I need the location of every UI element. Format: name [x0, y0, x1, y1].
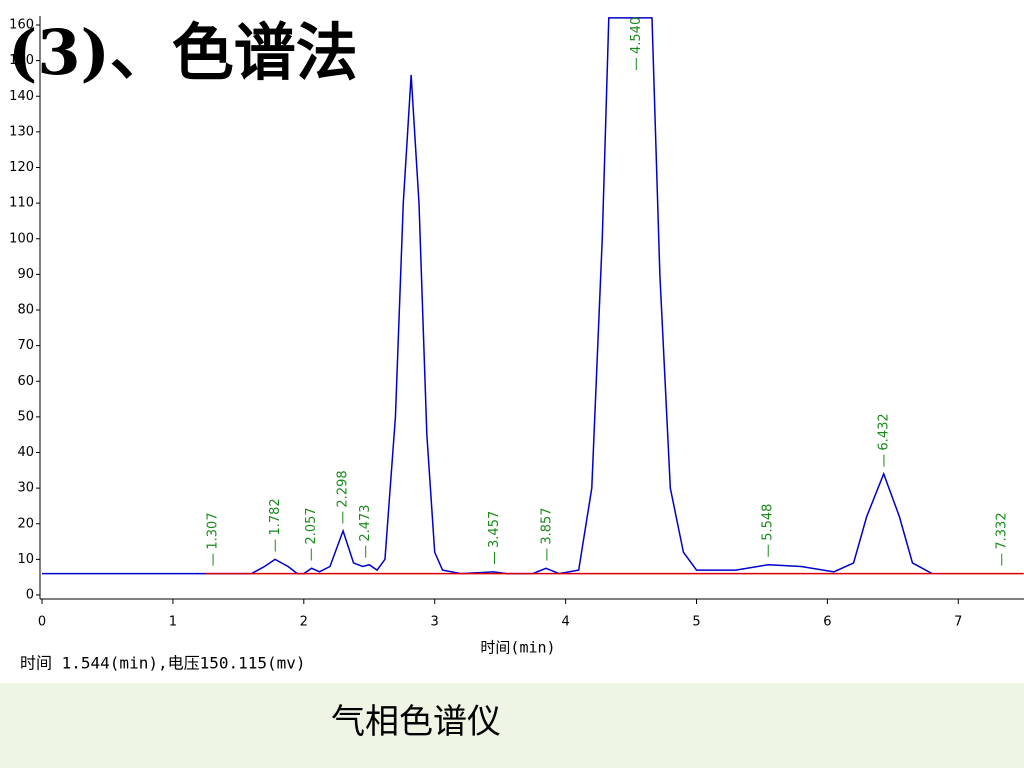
y-tick-label: 10 — [17, 552, 34, 567]
y-tick-label: 70 — [17, 338, 34, 353]
y-tick-label: 40 — [17, 445, 34, 460]
peak-label: 5.548 — [761, 504, 776, 541]
caption-bar — [0, 683, 1024, 768]
y-tick-label: 60 — [17, 374, 34, 389]
y-tick-label: 150 — [9, 53, 34, 68]
y-tick-label: 100 — [9, 231, 34, 246]
series-line — [42, 17, 933, 575]
y-tick-label: 30 — [17, 481, 34, 496]
peak-label: 3.457 — [487, 511, 502, 548]
x-tick-label: 7 — [954, 615, 962, 630]
chart: 0102030405060708090100110120130140150160… — [9, 16, 1024, 630]
peak-label: 1.782 — [268, 498, 283, 535]
y-tick-label: 140 — [9, 89, 34, 104]
y-tick-label: 90 — [17, 267, 34, 282]
y-tick-label: 50 — [17, 409, 34, 424]
x-tick-label: 0 — [38, 615, 46, 630]
caption: 气相色谱仪 — [331, 702, 501, 742]
y-tick-label: 80 — [17, 303, 34, 318]
peak-label: 3.857 — [539, 507, 554, 544]
status-text: 时间 1.544(min),电压150.115(mv) — [20, 654, 306, 673]
x-tick-label: 6 — [823, 615, 831, 630]
peak-label: 4.540 — [629, 17, 644, 54]
peak-label: 6.432 — [876, 413, 891, 450]
x-tick-label: 3 — [431, 615, 439, 630]
peak-label: 7.332 — [994, 512, 1009, 549]
peak-label: 1.307 — [206, 512, 221, 549]
slide-title: (3)、色谱法 — [8, 16, 358, 89]
y-tick-label: 130 — [9, 124, 34, 139]
x-tick-label: 2 — [300, 615, 308, 630]
y-tick-label: 160 — [9, 18, 34, 33]
x-tick-label: 4 — [561, 615, 569, 630]
x-tick-label: 1 — [169, 615, 177, 630]
peak-label: 2.057 — [304, 507, 319, 544]
plot-area: 1.307 1.782 2.057 2.298 2.473 3.457 3.857 4.540… — [42, 17, 1024, 575]
y-tick-label: 0 — [26, 588, 34, 603]
x-axis-label: 时间(min) — [480, 639, 555, 657]
y-tick-label: 120 — [9, 160, 34, 175]
x-tick-label: 5 — [692, 615, 700, 630]
peak-label: 2.298 — [335, 470, 350, 507]
y-tick-label: 110 — [9, 196, 34, 211]
peak-label: 2.473 — [358, 504, 373, 541]
y-tick-label: 20 — [17, 516, 34, 531]
